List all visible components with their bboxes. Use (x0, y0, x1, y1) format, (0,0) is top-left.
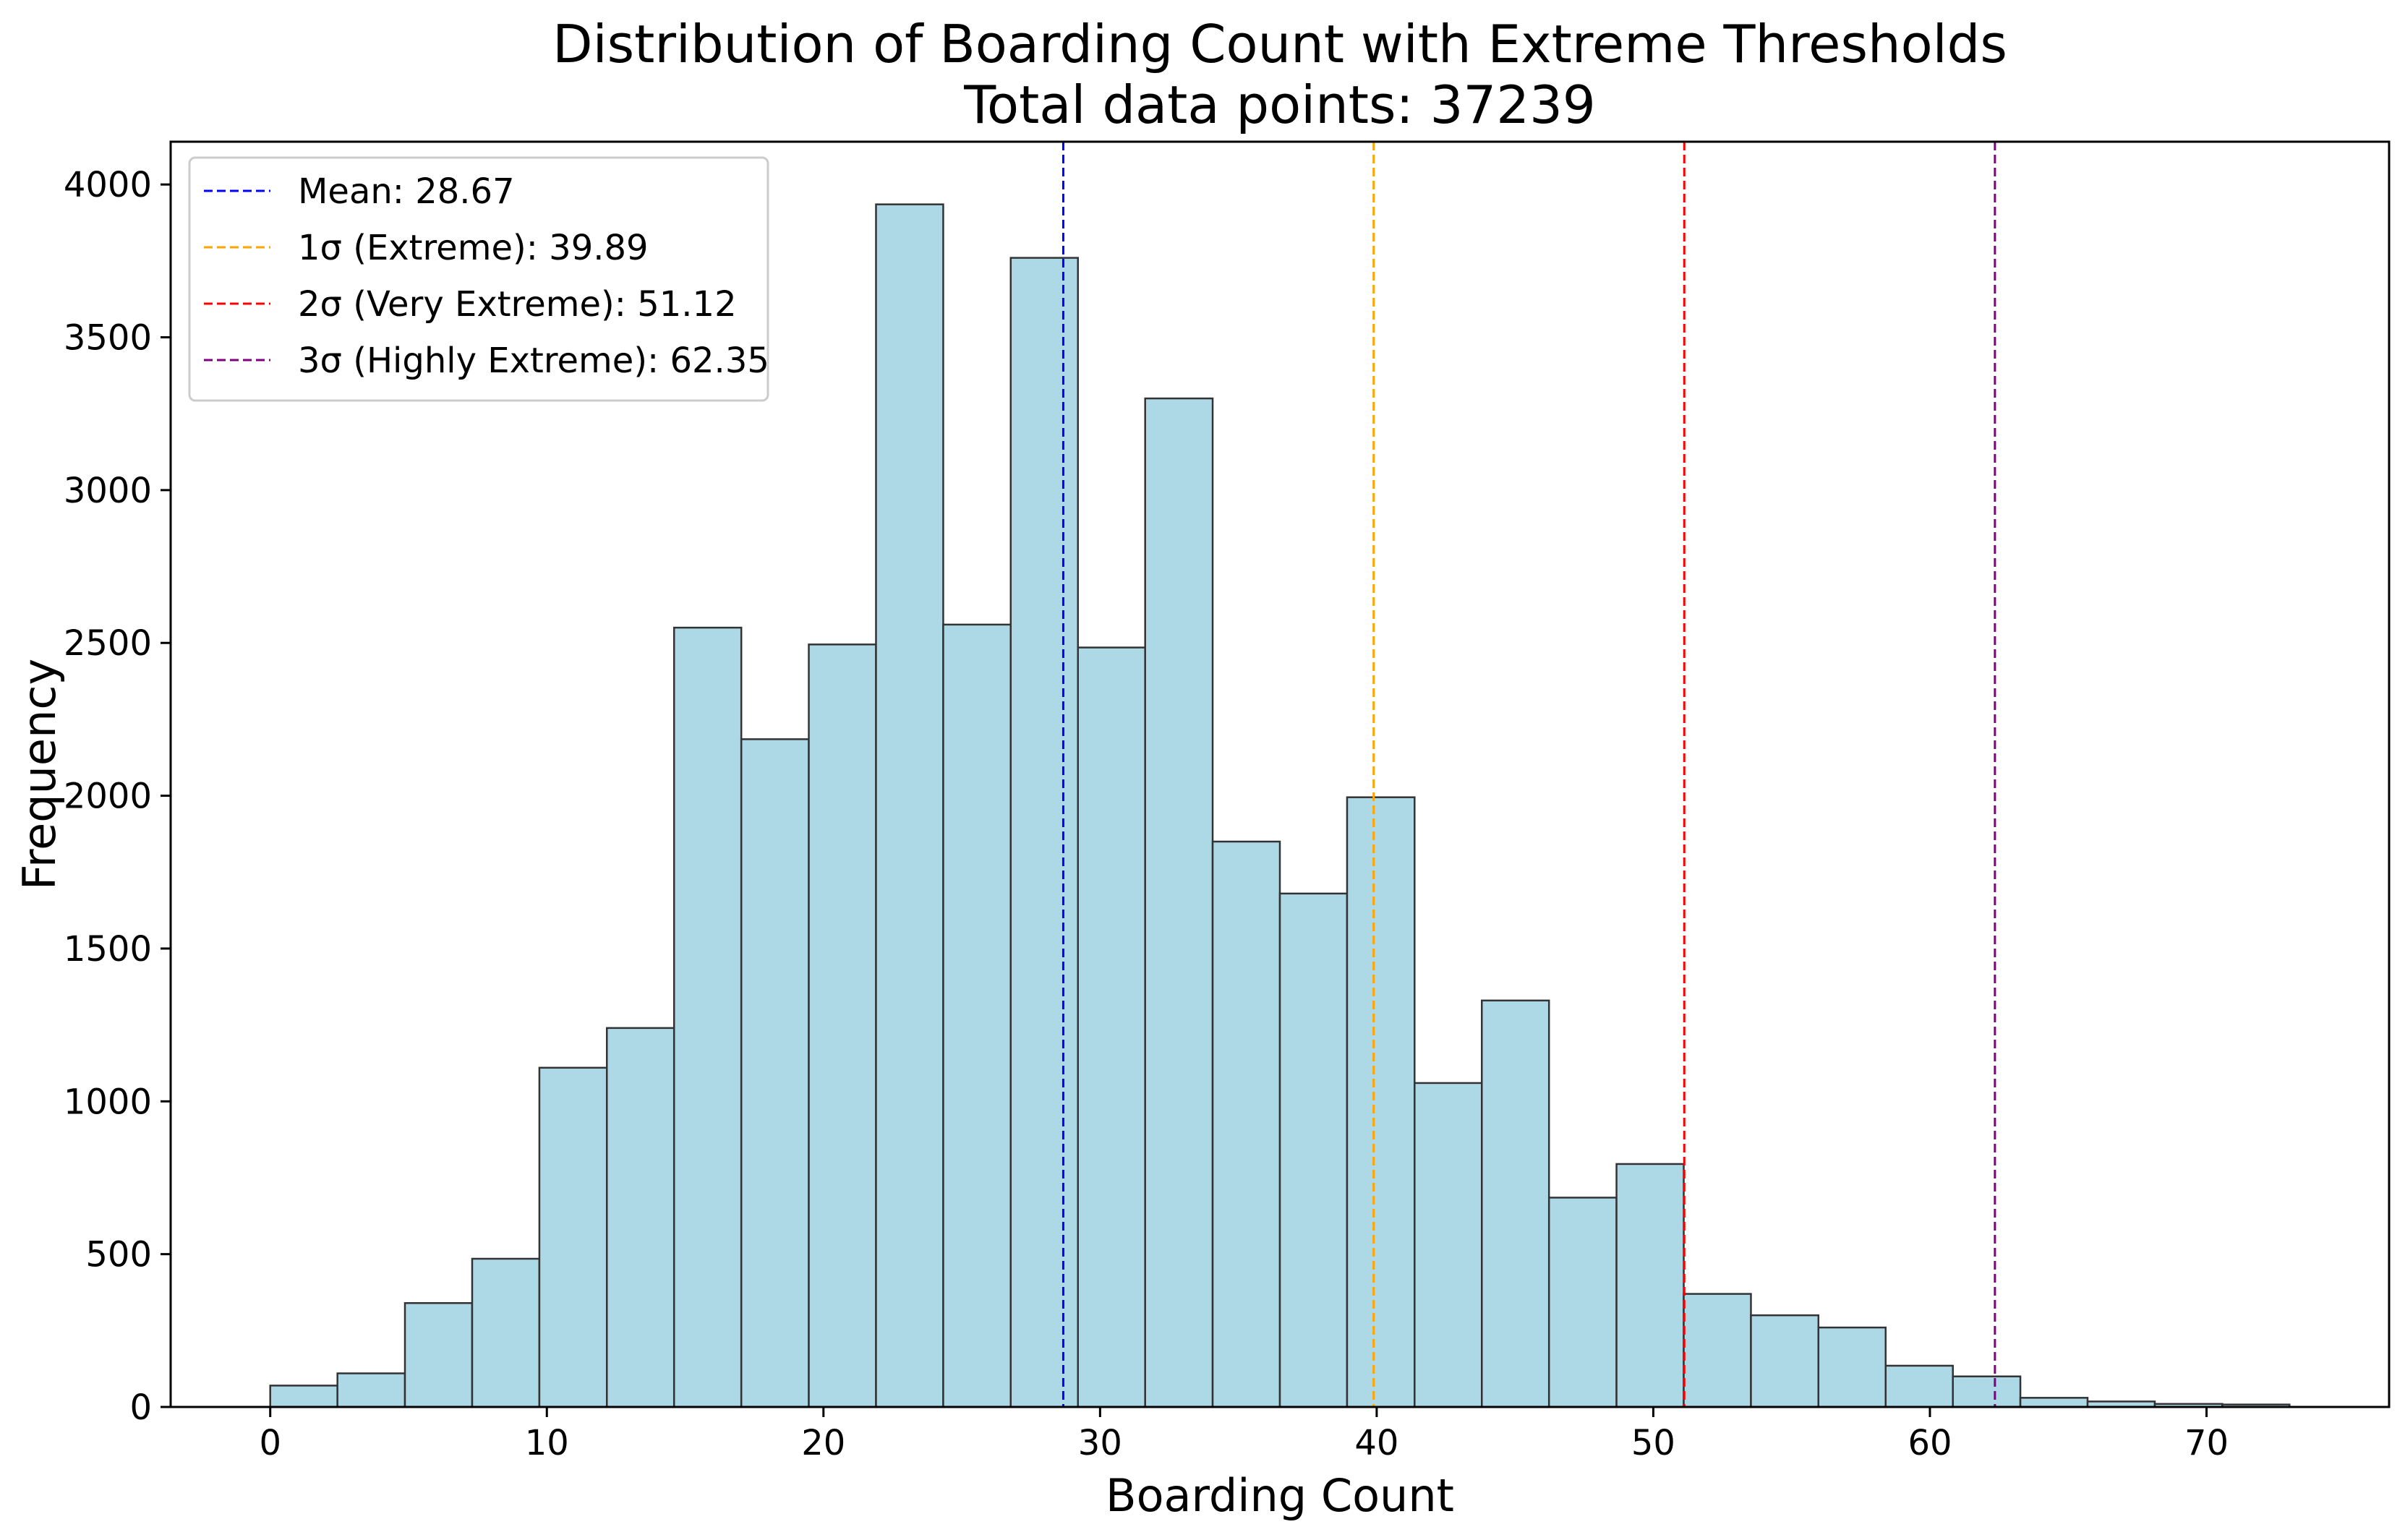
x-tick-label: 0 (259, 1423, 281, 1463)
y-tick-label: 1000 (64, 1082, 152, 1122)
histogram-bar (1952, 1375, 2022, 1408)
x-axis-label: Boarding Count (1106, 1469, 1454, 1522)
histogram-bar (1414, 1082, 1483, 1408)
histogram-bar (1615, 1163, 1685, 1408)
histogram-bar (1009, 257, 1079, 1408)
histogram-bar (1481, 999, 1550, 1408)
histogram-bar (538, 1066, 608, 1408)
legend-box (188, 156, 769, 402)
histogram-bar (1683, 1293, 1752, 1408)
legend-label: 1σ (Extreme): 39.89 (298, 228, 649, 268)
y-axis: 0 500 1000 1500 2000 2500 3000 3500 4000 (64, 165, 171, 1428)
histogram-bar (1211, 840, 1281, 1408)
histogram-bar (1278, 892, 1349, 1408)
x-tick-label: 40 (1354, 1423, 1398, 1463)
x-tick-label: 60 (1908, 1423, 1952, 1463)
histogram-bar (1884, 1364, 1954, 1408)
histogram-bar (269, 1385, 338, 1408)
histogram-bar (740, 738, 810, 1408)
histogram-bar (1817, 1326, 1887, 1408)
histogram-bar (403, 1302, 474, 1408)
x-tick-label: 10 (525, 1423, 569, 1463)
bars-layer (269, 203, 2291, 1408)
y-tick-label: 2500 (64, 623, 152, 664)
legend-label: Mean: 28.67 (298, 171, 515, 212)
histogram-bar (1750, 1314, 1820, 1408)
histogram-bar (1144, 397, 1214, 1408)
histogram-bar (672, 626, 743, 1408)
x-tick-label: 70 (2184, 1423, 2229, 1463)
histogram-bar (808, 643, 877, 1408)
legend-label: 3σ (Highly Extreme): 62.35 (298, 341, 769, 381)
y-tick-label: 3500 (64, 318, 152, 359)
x-tick-label: 50 (1631, 1423, 1675, 1463)
histogram-bar (942, 623, 1012, 1408)
histogram-bar (336, 1372, 406, 1408)
histogram-bar (1547, 1197, 1618, 1408)
histogram-bar (471, 1257, 541, 1408)
y-tick-label: 500 (85, 1235, 152, 1275)
histogram-bar (1077, 646, 1146, 1408)
y-tick-label: 1500 (64, 929, 152, 970)
y-tick-label: 3000 (64, 471, 152, 511)
chart-title: Distribution of Boarding Count with Extr… (552, 14, 2007, 74)
y-tick-label: 4000 (64, 165, 152, 205)
y-tick-label: 0 (129, 1387, 152, 1428)
y-tick-label: 2000 (64, 777, 152, 817)
histogram-bar (1346, 796, 1416, 1408)
legend-label: 2σ (Very Extreme): 51.12 (298, 284, 737, 325)
threshold-lines (1061, 142, 1996, 1407)
chart-subtitle: Total data points: 37239 (963, 74, 1595, 135)
x-tick-label: 30 (1078, 1423, 1122, 1463)
x-tick-label: 20 (801, 1423, 845, 1463)
histogram-bar (606, 1027, 675, 1408)
y-axis-label: Frequency (13, 659, 66, 890)
plot-area-frame (169, 140, 2391, 1408)
legend: Mean: 28.67 1σ (Extreme): 39.89 2σ (Very E… (188, 156, 769, 402)
x-axis: 0 10 20 30 40 50 60 70 (259, 1407, 2229, 1463)
histogram-bar (875, 203, 944, 1408)
histogram-bar (2019, 1397, 2089, 1408)
